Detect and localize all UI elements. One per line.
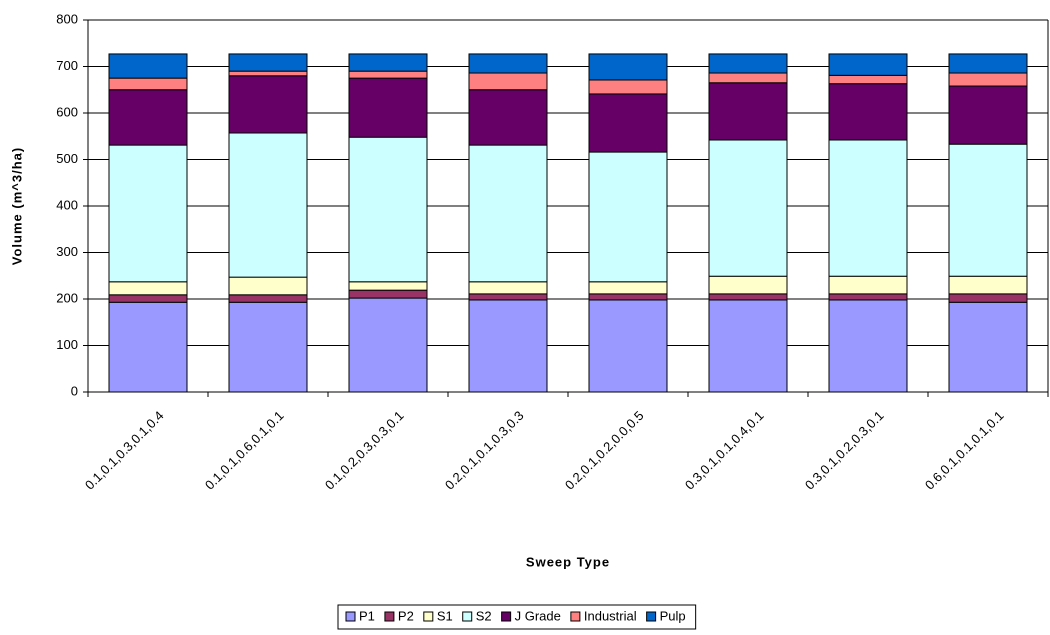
bar-segment (588, 281, 668, 295)
bar-segment (348, 53, 428, 72)
x-tick-label: 0.3,0.1,0.2,0.3,0.1 (802, 408, 887, 493)
legend-label: Industrial (584, 608, 637, 623)
bar-segment (108, 89, 188, 146)
bar-segment (468, 72, 548, 91)
bar-segment (228, 53, 308, 72)
bar-segment (348, 77, 428, 138)
legend-label: Pulp (660, 608, 686, 623)
bar-segment (708, 139, 788, 277)
legend-label: S2 (476, 608, 492, 623)
y-axis-title: Volume (m^3/ha) (9, 147, 24, 265)
bar-segment (108, 301, 188, 393)
bar-segment (468, 89, 548, 146)
bar-segment (588, 79, 668, 95)
bar-segment (108, 77, 188, 91)
bar-segment (828, 299, 908, 393)
bar-segment (228, 132, 308, 278)
y-tick-label: 300 (56, 244, 78, 259)
bar-segment (468, 281, 548, 295)
legend-box (337, 604, 697, 630)
bar-segment (468, 144, 548, 283)
bar-segment (228, 276, 308, 296)
bar-segment (588, 53, 668, 81)
y-tick-label: 500 (56, 151, 78, 166)
x-tick-label: 0.1,0.1,0.6,0.1,0.1 (202, 408, 287, 493)
y-tick-label: 100 (56, 337, 78, 352)
bar-segment (228, 294, 308, 303)
legend: P1 P2 S1 S2 J Grade Industrial Pulp (337, 604, 697, 630)
legend-swatch (462, 611, 473, 622)
bar-segment (108, 281, 188, 296)
bar-segment (708, 293, 788, 301)
legend-swatch (345, 611, 356, 622)
bar-segment (468, 293, 548, 301)
bar-segment (708, 72, 788, 84)
bar-segment (708, 82, 788, 141)
x-tick-label: 0.2,0.1,0.1,0.3,0.3 (442, 408, 527, 493)
bar-segment (108, 294, 188, 303)
bar-segment (228, 70, 308, 77)
bar-segment (948, 293, 1028, 303)
y-tick-label: 700 (56, 58, 78, 73)
bar-segment (948, 85, 1028, 145)
bar-segment (828, 293, 908, 301)
bar-segment (828, 74, 908, 85)
legend-label: P2 (398, 608, 414, 623)
bar-segment (348, 289, 428, 299)
legend-swatch (501, 611, 512, 622)
x-tick-label: 0.1,0.2,0.3,0.3,0.1 (322, 408, 407, 493)
bar-segment (948, 301, 1028, 393)
x-tick-label: 0.6,0.1,0.1,0.1,0.1 (922, 408, 1007, 493)
x-tick-label: 0.1,0.1,0.3,0.1,0.4 (82, 408, 167, 493)
bar-segment (588, 151, 668, 283)
y-tick-label: 600 (56, 104, 78, 119)
x-tick-label: 0.2,0.1,0.2,0.0,0.5 (562, 408, 647, 493)
y-tick-label: 0 (71, 383, 78, 398)
bar-segment (948, 143, 1028, 277)
legend-swatch (646, 611, 657, 622)
x-tick-label: 0.3,0.1,0.1,0.4,0.1 (682, 408, 767, 493)
bar-segment (708, 299, 788, 393)
bar-segment (468, 299, 548, 393)
bar-segment (948, 275, 1028, 295)
y-tick-label: 800 (56, 11, 78, 26)
bar-segment (708, 53, 788, 74)
bar-segment (828, 83, 908, 141)
bar-segment (108, 53, 188, 79)
bar-segment (588, 299, 668, 393)
bar-segment (828, 139, 908, 277)
bar-segment (348, 281, 428, 291)
bar-segment (948, 53, 1028, 74)
x-axis-title: Sweep Type (526, 554, 610, 569)
bar-segment (588, 93, 668, 153)
legend-swatch (384, 611, 395, 622)
legend-swatch (570, 611, 581, 622)
y-tick-label: 200 (56, 290, 78, 305)
legend-label: J Grade (515, 608, 561, 623)
bar-segment (108, 144, 188, 283)
bar-segment (948, 72, 1028, 87)
bar-segment (228, 301, 308, 393)
y-tick-label: 400 (56, 197, 78, 212)
bar-segment (228, 75, 308, 134)
bar-segment (348, 70, 428, 79)
legend-swatch (423, 611, 434, 622)
bar-segment (708, 275, 788, 295)
bar-segment (828, 53, 908, 76)
legend-label: P1 (359, 608, 375, 623)
bar-segment (348, 297, 428, 393)
bar-segment (348, 136, 428, 283)
bar-segment (828, 275, 908, 295)
bar-segment (468, 53, 548, 74)
bar-segment (588, 293, 668, 301)
legend-label: S1 (437, 608, 453, 623)
